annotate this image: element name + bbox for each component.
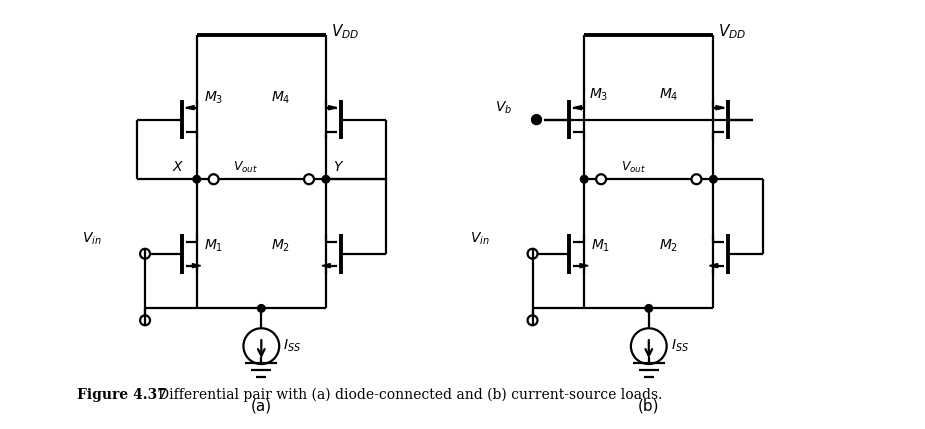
Text: $V_{out}$: $V_{out}$: [621, 160, 647, 175]
Text: (a): (a): [251, 398, 272, 413]
Text: $M_3$: $M_3$: [204, 90, 223, 106]
Text: $M_2$: $M_2$: [659, 238, 678, 254]
Circle shape: [257, 305, 265, 312]
Text: $V_{in}$: $V_{in}$: [82, 231, 102, 247]
Text: $M_3$: $M_3$: [589, 87, 609, 103]
Text: $I_{SS}$: $I_{SS}$: [283, 338, 302, 354]
Text: Differential pair with (a) diode-connected and (b) current-source loads.: Differential pair with (a) diode-connect…: [145, 388, 663, 402]
Circle shape: [322, 175, 329, 183]
Text: (b): (b): [638, 398, 660, 413]
Circle shape: [709, 175, 717, 183]
Polygon shape: [328, 106, 337, 110]
Text: $I_{SS}$: $I_{SS}$: [671, 338, 689, 354]
Text: $M_2$: $M_2$: [271, 238, 290, 254]
Text: $V_{DD}$: $V_{DD}$: [719, 22, 746, 41]
Circle shape: [580, 175, 588, 183]
Text: $Y$: $Y$: [333, 160, 344, 174]
Text: $X$: $X$: [172, 160, 184, 174]
Polygon shape: [322, 263, 330, 268]
Text: $M_4$: $M_4$: [271, 90, 290, 106]
Polygon shape: [186, 106, 194, 110]
Text: $V_b$: $V_b$: [495, 100, 512, 116]
Text: $M_4$: $M_4$: [659, 87, 678, 103]
Text: $M_1$: $M_1$: [591, 238, 611, 254]
Polygon shape: [580, 263, 588, 268]
Text: Figure 4.37: Figure 4.37: [77, 388, 166, 402]
Polygon shape: [716, 106, 724, 110]
Circle shape: [532, 115, 541, 124]
Polygon shape: [192, 263, 201, 268]
Circle shape: [193, 175, 201, 183]
Polygon shape: [574, 106, 582, 110]
Text: $M_1$: $M_1$: [204, 238, 223, 254]
Text: $V_{out}$: $V_{out}$: [233, 160, 259, 175]
Text: $V_{in}$: $V_{in}$: [470, 231, 489, 247]
Polygon shape: [709, 263, 718, 268]
Circle shape: [645, 305, 652, 312]
Text: $V_{DD}$: $V_{DD}$: [331, 22, 359, 41]
